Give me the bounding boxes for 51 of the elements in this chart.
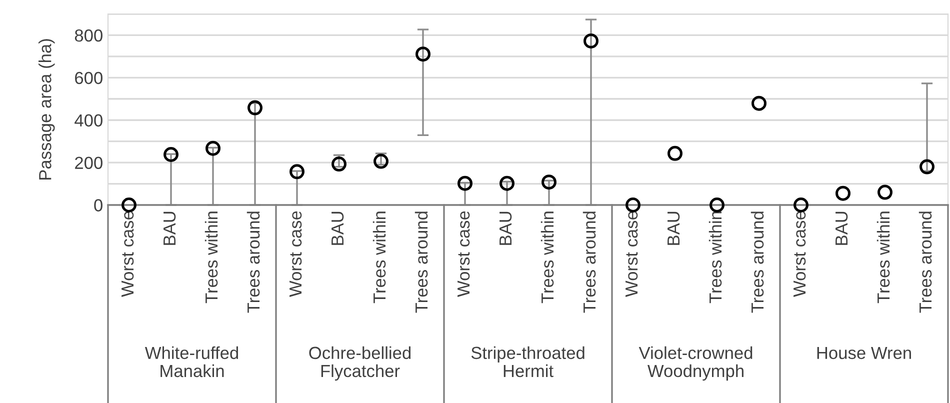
text: House Wren bbox=[817, 346, 911, 360]
x-tick-label: Worst case bbox=[122, 211, 134, 297]
point bbox=[458, 176, 472, 191]
x-tick-label: Trees around bbox=[750, 212, 764, 313]
y-tick-label: 600 bbox=[75, 72, 102, 84]
point bbox=[920, 159, 934, 174]
x-tick-label: Worst case bbox=[290, 211, 302, 297]
text: Violet-crowned Woodnymph bbox=[638, 346, 752, 381]
x-tick-label: Worst case bbox=[626, 211, 638, 297]
point bbox=[164, 146, 178, 162]
point bbox=[332, 156, 346, 172]
point bbox=[794, 198, 808, 212]
point bbox=[584, 33, 598, 48]
text: Stripe-throated Hermit bbox=[471, 346, 584, 378]
point bbox=[290, 164, 304, 180]
point bbox=[374, 154, 388, 169]
x-tick-label: Trees around bbox=[582, 212, 596, 313]
y-tick-label: 0 bbox=[94, 199, 102, 212]
x-tick-label: BAU bbox=[500, 212, 512, 245]
x-tick-label: Trees within bbox=[540, 212, 554, 304]
x-tick-label: Trees within bbox=[876, 212, 890, 304]
x-tick-label: BAU bbox=[164, 212, 176, 245]
point bbox=[542, 174, 556, 190]
point bbox=[122, 198, 136, 212]
y-tick-label: 800 bbox=[74, 29, 102, 42]
point bbox=[248, 100, 262, 116]
x-tick-label: Trees within bbox=[372, 212, 386, 304]
text: White-ruffed Manakin bbox=[144, 346, 238, 378]
point bbox=[752, 96, 766, 111]
point bbox=[710, 198, 724, 212]
x-tick-label: Trees around bbox=[918, 212, 932, 313]
x-tick-label: Trees within bbox=[204, 212, 218, 304]
x-tick-label: Worst case bbox=[794, 211, 806, 297]
x-tick-label: Trees around bbox=[246, 212, 260, 313]
point bbox=[416, 46, 430, 62]
y-axis-title: Passage area (ha) bbox=[38, 39, 55, 180]
x-tick-label: Worst case bbox=[458, 211, 470, 297]
point bbox=[668, 146, 682, 161]
x-tick-label: Trees within bbox=[708, 212, 722, 304]
point bbox=[206, 140, 220, 156]
point bbox=[626, 198, 640, 212]
point bbox=[500, 176, 514, 191]
text: Ochre-bellied Flycatcher bbox=[309, 346, 411, 381]
x-tick-label: BAU bbox=[668, 212, 680, 245]
point bbox=[836, 186, 850, 201]
x-tick-label: BAU bbox=[332, 212, 344, 245]
x-tick-label: Trees around bbox=[414, 212, 428, 313]
y-tick-label: 200 bbox=[75, 156, 102, 170]
y-tick-label: 400 bbox=[74, 114, 102, 127]
x-tick-label: BAU bbox=[836, 212, 848, 245]
point bbox=[878, 184, 892, 200]
